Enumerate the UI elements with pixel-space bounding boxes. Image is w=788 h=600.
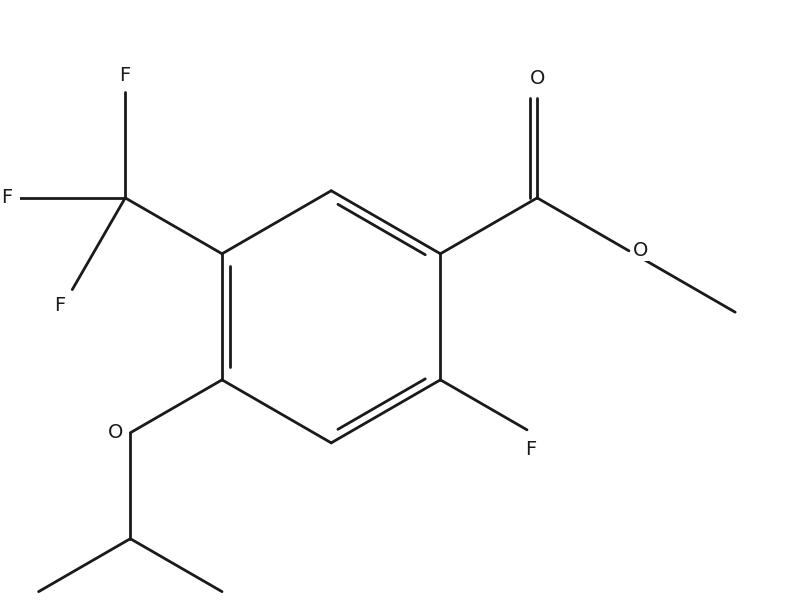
Text: O: O (108, 423, 124, 442)
Text: F: F (120, 66, 131, 85)
Text: F: F (54, 296, 65, 316)
Text: F: F (2, 188, 13, 208)
Text: F: F (526, 440, 537, 459)
Text: O: O (530, 69, 545, 88)
Text: O: O (633, 241, 649, 260)
